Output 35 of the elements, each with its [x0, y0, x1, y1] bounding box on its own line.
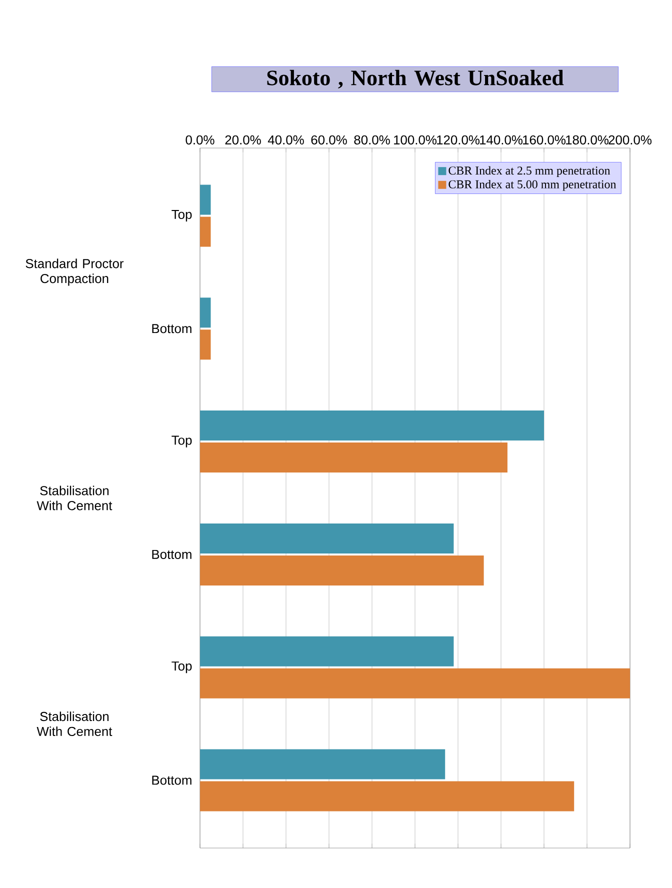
y-tick-label: Top — [172, 210, 192, 222]
x-tick-label: 0.0% — [186, 135, 214, 144]
x-tick-label: 80.0% — [354, 135, 390, 144]
text: Stabilisation With Cement — [36, 486, 112, 510]
bar — [200, 410, 544, 441]
y-tick-label: Bottom — [152, 776, 192, 785]
x-tick-label: 120.0% — [437, 135, 480, 144]
bar — [200, 668, 630, 698]
bar — [200, 781, 574, 812]
bar — [200, 636, 454, 666]
bar — [200, 523, 454, 554]
bar — [200, 298, 211, 328]
bar — [200, 555, 484, 586]
y-tick-label: Bottom — [152, 550, 192, 559]
legend-label: CBR Index at 5.00 mm penetration — [448, 180, 616, 191]
text: Standard Proctor Compaction — [26, 258, 124, 286]
y-tick-label: Bottom — [152, 324, 192, 334]
x-tick-label: 20.0% — [225, 135, 261, 144]
bar — [200, 216, 211, 247]
y-tick-label: Top — [172, 436, 192, 448]
bar — [200, 330, 211, 360]
x-tick-label: 180.0% — [566, 135, 609, 144]
chart-title: Sokoto , North West UnSoaked — [267, 70, 564, 89]
legend-label: CBR Index at 2.5 mm penetration — [448, 166, 610, 178]
x-tick-label: 100.0% — [394, 135, 437, 144]
x-tick-label: 140.0% — [480, 135, 523, 144]
x-tick-label: 60.0% — [311, 135, 347, 144]
bar — [200, 184, 211, 215]
bar — [200, 442, 508, 473]
x-tick-label: 200.0% — [608, 135, 652, 144]
x-tick-label: 160.0% — [523, 135, 566, 144]
text: Stabilisation With Cement — [36, 712, 112, 736]
y-tick-label: Top — [172, 662, 192, 674]
x-tick-label: 40.0% — [268, 135, 304, 144]
bar — [200, 749, 446, 780]
